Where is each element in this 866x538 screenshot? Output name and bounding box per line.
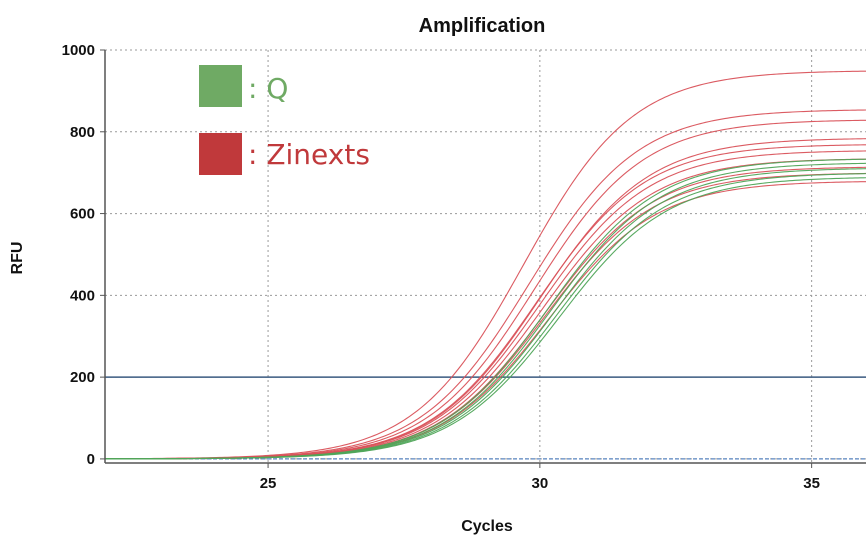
legend-entry-q: : Q [199, 65, 288, 107]
curve-q-5 [105, 177, 866, 460]
y-tick-label-0: 0 [87, 451, 95, 468]
series-lines [104, 70, 866, 460]
legend-label-q: : Q [248, 72, 288, 105]
x-axis-ticks: 25 30 35 [260, 463, 820, 492]
x-axis-label: Cycles [461, 518, 513, 535]
legend-label-zinexts: : Zinexts [248, 138, 370, 171]
legend-entry-zinexts: : Zinexts [199, 133, 370, 175]
y-tick-label-800: 800 [70, 124, 95, 141]
y-axis-label: RFU [9, 242, 26, 275]
plot-area [104, 49, 866, 464]
chart-title: Amplification [419, 15, 546, 37]
legend-swatch-q [199, 65, 242, 107]
y-tick-label-400: 400 [70, 287, 95, 304]
legend-swatch-zinexts [199, 133, 242, 175]
y-tick-label-1000: 1000 [62, 42, 95, 59]
x-tick-label-30: 30 [532, 475, 549, 492]
y-tick-label-200: 200 [70, 369, 95, 386]
y-axis-ticks: 0 200 400 600 800 1000 [62, 42, 105, 468]
y-tick-label-600: 600 [70, 206, 95, 223]
x-tick-label-35: 35 [803, 475, 820, 492]
legend: : Q : Zinexts [199, 65, 370, 175]
reference-lines [105, 376, 866, 460]
x-tick-label-25: 25 [260, 475, 277, 492]
